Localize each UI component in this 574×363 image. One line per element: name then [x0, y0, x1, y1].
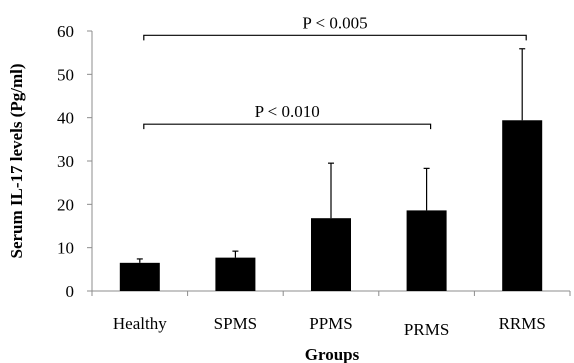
y-tick-label: 0 — [66, 282, 75, 301]
significance-bracket — [143, 123, 432, 130]
y-axis-title: Serum IL-17 levels (Pg/ml) — [7, 64, 26, 259]
bar — [311, 218, 351, 291]
error-bars — [136, 48, 526, 263]
x-axis-title: Groups — [305, 345, 360, 363]
x-tick-label: RRMS — [499, 314, 546, 333]
y-tick-label: 50 — [57, 65, 74, 84]
y-axis: 0 10 20 30 40 50 60 — [57, 22, 93, 301]
bar — [502, 120, 543, 292]
x-tick-label: PRMS — [404, 320, 449, 339]
y-tick-label: 30 — [57, 152, 74, 171]
y-tick-label: 20 — [57, 195, 74, 214]
significance-bracket — [143, 34, 527, 41]
bar — [119, 262, 160, 291]
bar — [406, 210, 447, 291]
bar — [215, 257, 256, 291]
x-tick-label: Healthy — [113, 314, 167, 333]
y-tick-label: 40 — [57, 109, 74, 128]
x-axis: Healthy SPMS PPMS PRMS RRMS — [91, 290, 571, 339]
significance-annotations: P < 0.010 P < 0.005 — [143, 13, 527, 130]
y-tick-label: 10 — [57, 239, 74, 258]
x-tick-label: PPMS — [309, 314, 352, 333]
significance-label: P < 0.010 — [255, 102, 320, 121]
bars — [119, 120, 543, 292]
y-tick-label: 60 — [57, 22, 74, 41]
x-tick-label: SPMS — [214, 314, 257, 333]
significance-label: P < 0.005 — [302, 13, 367, 32]
